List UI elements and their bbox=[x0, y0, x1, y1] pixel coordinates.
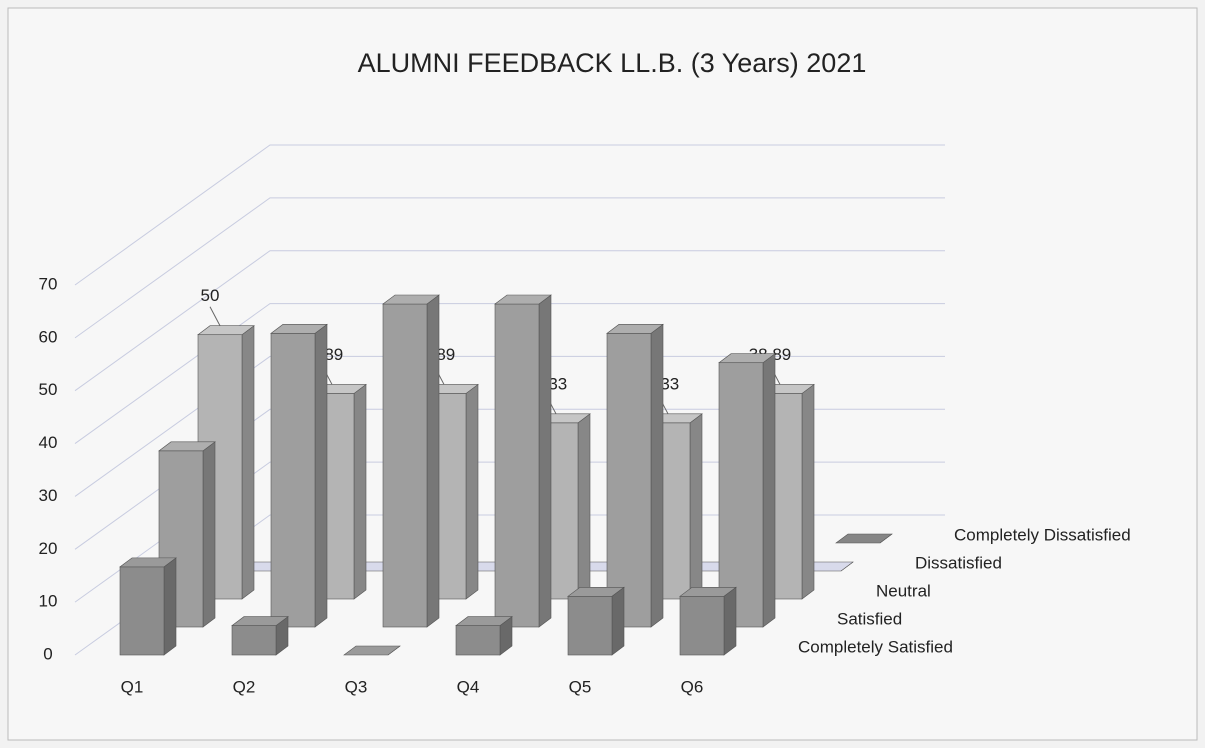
bar bbox=[343, 645, 401, 656]
bar-side bbox=[723, 586, 737, 656]
bar-top bbox=[835, 533, 893, 544]
bar-side bbox=[577, 413, 591, 600]
y-tick-label: 50 bbox=[39, 380, 58, 399]
bar-side bbox=[538, 294, 552, 628]
bar-front bbox=[718, 362, 764, 628]
x-tick-label: Q4 bbox=[457, 677, 480, 696]
bar-side bbox=[163, 557, 177, 656]
bar-side bbox=[801, 383, 815, 600]
bar-top bbox=[158, 441, 216, 452]
bar-side bbox=[241, 325, 255, 600]
bar bbox=[494, 294, 552, 628]
bar-top bbox=[494, 294, 552, 305]
bar-front bbox=[494, 303, 540, 628]
data-label: 50 bbox=[201, 286, 220, 305]
y-tick-label: 10 bbox=[39, 592, 58, 611]
bar-side bbox=[650, 323, 664, 628]
bar-side bbox=[689, 413, 703, 600]
bar-top bbox=[231, 616, 289, 626]
chart-title: ALUMNI FEEDBACK LL.B. (3 Years) 2021 bbox=[358, 48, 867, 78]
bar-side bbox=[762, 353, 776, 628]
bar-side bbox=[314, 323, 328, 628]
bar bbox=[158, 441, 216, 628]
x-tick-label: Q3 bbox=[345, 677, 368, 696]
x-tick-label: Q2 bbox=[233, 677, 256, 696]
series-label: Satisfied bbox=[837, 609, 902, 628]
bar-top bbox=[270, 324, 328, 334]
bar-side bbox=[611, 586, 625, 656]
series-label: Completely Dissatisfied bbox=[954, 525, 1131, 544]
bar bbox=[567, 586, 625, 656]
bar bbox=[231, 616, 289, 656]
grid-line bbox=[74, 250, 945, 392]
y-tick-label: 20 bbox=[39, 539, 58, 558]
bar-top bbox=[382, 294, 440, 305]
bar-top bbox=[606, 324, 664, 334]
bar-top bbox=[197, 325, 255, 336]
bar bbox=[606, 323, 664, 628]
grid-line bbox=[74, 303, 945, 444]
y-tick-label: 60 bbox=[39, 327, 58, 346]
y-tick-label: 30 bbox=[39, 486, 58, 505]
leader-line bbox=[209, 306, 221, 326]
bar bbox=[119, 557, 177, 656]
bar-side bbox=[465, 383, 479, 600]
x-tick-label: Q6 bbox=[681, 677, 704, 696]
bar-top bbox=[567, 586, 625, 597]
bar-top bbox=[343, 645, 401, 656]
bar bbox=[270, 323, 328, 628]
bar-front bbox=[270, 333, 316, 628]
bar-side bbox=[202, 441, 216, 628]
bar bbox=[835, 533, 893, 544]
series-label: Neutral bbox=[876, 581, 931, 600]
bar bbox=[455, 616, 513, 656]
bar-top bbox=[119, 557, 177, 568]
bar-front bbox=[231, 625, 277, 656]
y-tick-label: 0 bbox=[43, 644, 52, 663]
bar-front bbox=[606, 333, 652, 628]
bar bbox=[718, 353, 776, 628]
x-tick-label: Q5 bbox=[569, 677, 592, 696]
bar-side bbox=[426, 294, 440, 628]
bar-front bbox=[567, 595, 613, 656]
series-label: Completely Satisfied bbox=[798, 637, 953, 656]
bar-side bbox=[353, 383, 367, 600]
bar-front bbox=[455, 625, 501, 656]
bar-top bbox=[455, 616, 513, 626]
bar-front bbox=[119, 566, 165, 656]
x-tick-label: Q1 bbox=[121, 677, 144, 696]
grid-line bbox=[74, 197, 945, 339]
bar bbox=[382, 294, 440, 628]
bar bbox=[679, 586, 737, 656]
bar-top bbox=[718, 353, 776, 364]
bar-top bbox=[679, 586, 737, 597]
y-tick-label: 40 bbox=[39, 433, 58, 452]
bar-front bbox=[382, 303, 428, 628]
bar-front bbox=[679, 595, 725, 656]
series-label: Dissatisfied bbox=[915, 553, 1002, 572]
grid-line bbox=[74, 144, 945, 286]
grid-line bbox=[74, 355, 945, 497]
y-tick-label: 70 bbox=[39, 274, 58, 293]
